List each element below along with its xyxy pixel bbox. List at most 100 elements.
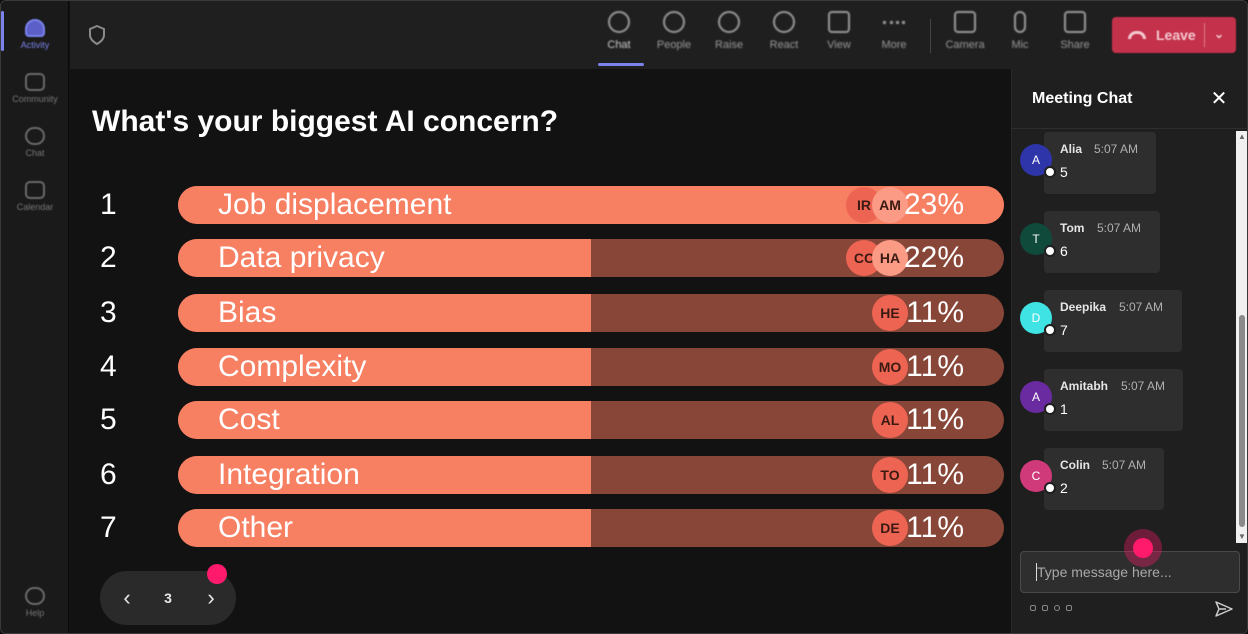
option-percent: 11%	[906, 350, 964, 383]
option-bar[interactable]: Data privacy CC HA 22%	[178, 239, 1004, 277]
chevron-right-icon[interactable]: ›	[207, 585, 215, 610]
option-bar[interactable]: Cost AL 11%	[178, 401, 1004, 439]
phone-hangup-icon	[1128, 31, 1146, 39]
rail-item-label: Chat	[25, 147, 45, 158]
rail-item-help[interactable]: Help	[1, 577, 69, 627]
format-toolbar	[1030, 605, 1072, 615]
app-rail: Activity Community Chat Calendar Help	[1, 1, 69, 633]
option-bar[interactable]: Other DE 11%	[178, 509, 1004, 547]
chat-title: Meeting Chat	[1032, 90, 1133, 107]
chat-icon	[608, 11, 630, 33]
option-label: Data privacy	[218, 241, 385, 274]
chat-message-input[interactable]: Type message here...	[1020, 551, 1240, 593]
option-number: 2	[100, 241, 117, 274]
option-bar[interactable]: Complexity MO 11%	[178, 348, 1004, 386]
gif-icon[interactable]	[1066, 605, 1072, 611]
toolbar-react-button[interactable]: React	[757, 11, 811, 63]
toolbar-camera-button[interactable]: Camera	[938, 11, 992, 63]
chevron-down-icon[interactable]: ⌄	[1214, 27, 1225, 41]
message-bubble[interactable]: Colin 5:07 AM 2	[1044, 448, 1164, 510]
text-caret	[1036, 563, 1037, 581]
voter-avatar: AL	[872, 402, 908, 438]
format-icon[interactable]	[1030, 605, 1036, 611]
poll-stage: What's your biggest AI concern? 1 Job dis…	[70, 69, 1010, 633]
poll-option-row: 2 Data privacy CC HA 22%	[70, 239, 1010, 277]
sender-name: Amitabh	[1060, 379, 1108, 393]
toolbar-view-button[interactable]: View	[812, 11, 866, 63]
option-bar[interactable]: Integration TO 11%	[178, 456, 1004, 494]
page-number: 3	[164, 590, 172, 606]
toolbar-divider	[930, 19, 931, 53]
more-icon	[883, 21, 905, 33]
active-tab-indicator	[598, 63, 644, 66]
rail-item-activity[interactable]: Activity	[1, 9, 69, 59]
option-number: 4	[100, 350, 117, 383]
toolbar-share-button[interactable]: Share	[1048, 11, 1102, 63]
option-percent: 23%	[903, 188, 964, 221]
mic-icon	[1014, 11, 1026, 33]
toolbar-chat-button[interactable]: Chat	[592, 11, 646, 63]
chevron-left-icon[interactable]: ‹	[123, 585, 131, 610]
poll-option-row: 7 Other DE 11%	[70, 509, 1010, 547]
rail-active-indicator	[1, 11, 4, 51]
share-icon	[1064, 11, 1086, 33]
option-number: 6	[100, 458, 117, 491]
option-percent: 11%	[906, 403, 964, 436]
toolbar-more-button[interactable]: More	[867, 11, 921, 63]
touch-indicator	[1124, 529, 1162, 567]
scroll-down-icon[interactable]: ▼	[1238, 532, 1246, 541]
option-bar-fill	[178, 348, 591, 386]
rail-item-calendar[interactable]: Calendar	[1, 171, 69, 221]
message-text: 7	[1060, 322, 1068, 338]
option-bar[interactable]: Job displacement IR AM 23%	[178, 186, 1004, 224]
camera-icon	[954, 11, 976, 33]
toolbar-label: Mic	[1011, 39, 1029, 51]
sender-name: Alia	[1060, 142, 1083, 156]
rail-item-chat[interactable]: Chat	[1, 117, 69, 167]
chat-icon	[25, 126, 45, 145]
shield-icon[interactable]	[88, 25, 106, 45]
rail-item-label: Community	[12, 93, 58, 104]
message-bubble[interactable]: Amitabh 5:07 AM 1	[1044, 369, 1183, 431]
message-bubble[interactable]: Alia 5:07 AM 5	[1044, 132, 1156, 194]
rail-item-community[interactable]: Community	[1, 63, 69, 113]
poll-question: What's your biggest AI concern?	[92, 105, 559, 138]
toolbar-label: Camera	[945, 39, 985, 51]
scroll-up-icon[interactable]: ▲	[1238, 132, 1246, 141]
close-icon[interactable]: ✕	[1210, 87, 1228, 110]
message-time: 5:07 AM	[1119, 300, 1164, 314]
rail-item-label: Activity	[20, 39, 50, 50]
message-time: 5:07 AM	[1097, 221, 1142, 235]
calendar-icon	[25, 180, 45, 199]
option-bar[interactable]: Bias HE 11%	[178, 294, 1004, 332]
leave-button[interactable]: Leave ⌄	[1112, 17, 1236, 53]
attach-icon[interactable]	[1042, 605, 1048, 611]
view-icon	[828, 11, 850, 33]
toolbar-raise-button[interactable]: Raise	[702, 11, 756, 63]
message-text: 6	[1060, 243, 1068, 259]
message-bubble[interactable]: Deepika 5:07 AM 7	[1044, 290, 1182, 352]
sender-name: Deepika	[1060, 300, 1107, 314]
presence-status-icon	[1044, 245, 1056, 257]
voter-avatar: HA	[872, 240, 908, 276]
message-text: 5	[1060, 164, 1068, 180]
option-percent: 11%	[906, 458, 964, 491]
rail-item-label: Calendar	[16, 201, 54, 212]
toolbar-label: View	[827, 39, 851, 51]
toolbar-label: More	[881, 39, 907, 51]
emoji-icon[interactable]	[1054, 605, 1060, 611]
chat-scrollbar[interactable]: ▲ ▼	[1236, 131, 1247, 543]
message-bubble[interactable]: Tom 5:07 AM 6	[1044, 211, 1160, 273]
option-number: 1	[100, 188, 117, 221]
toolbar-people-button[interactable]: People	[647, 11, 701, 63]
send-icon[interactable]	[1214, 599, 1234, 619]
toolbar-mic-button[interactable]: Mic	[993, 11, 1047, 63]
scroll-thumb[interactable]	[1239, 315, 1245, 527]
toolbar-label: Raise	[714, 39, 744, 51]
voter-avatar: AM	[872, 187, 908, 223]
poll-option-row: 6 Integration TO 11%	[70, 456, 1010, 494]
option-number: 3	[100, 296, 117, 329]
option-label: Other	[218, 511, 294, 544]
option-percent: 11%	[906, 511, 964, 544]
voter-avatar: MO	[872, 349, 908, 385]
